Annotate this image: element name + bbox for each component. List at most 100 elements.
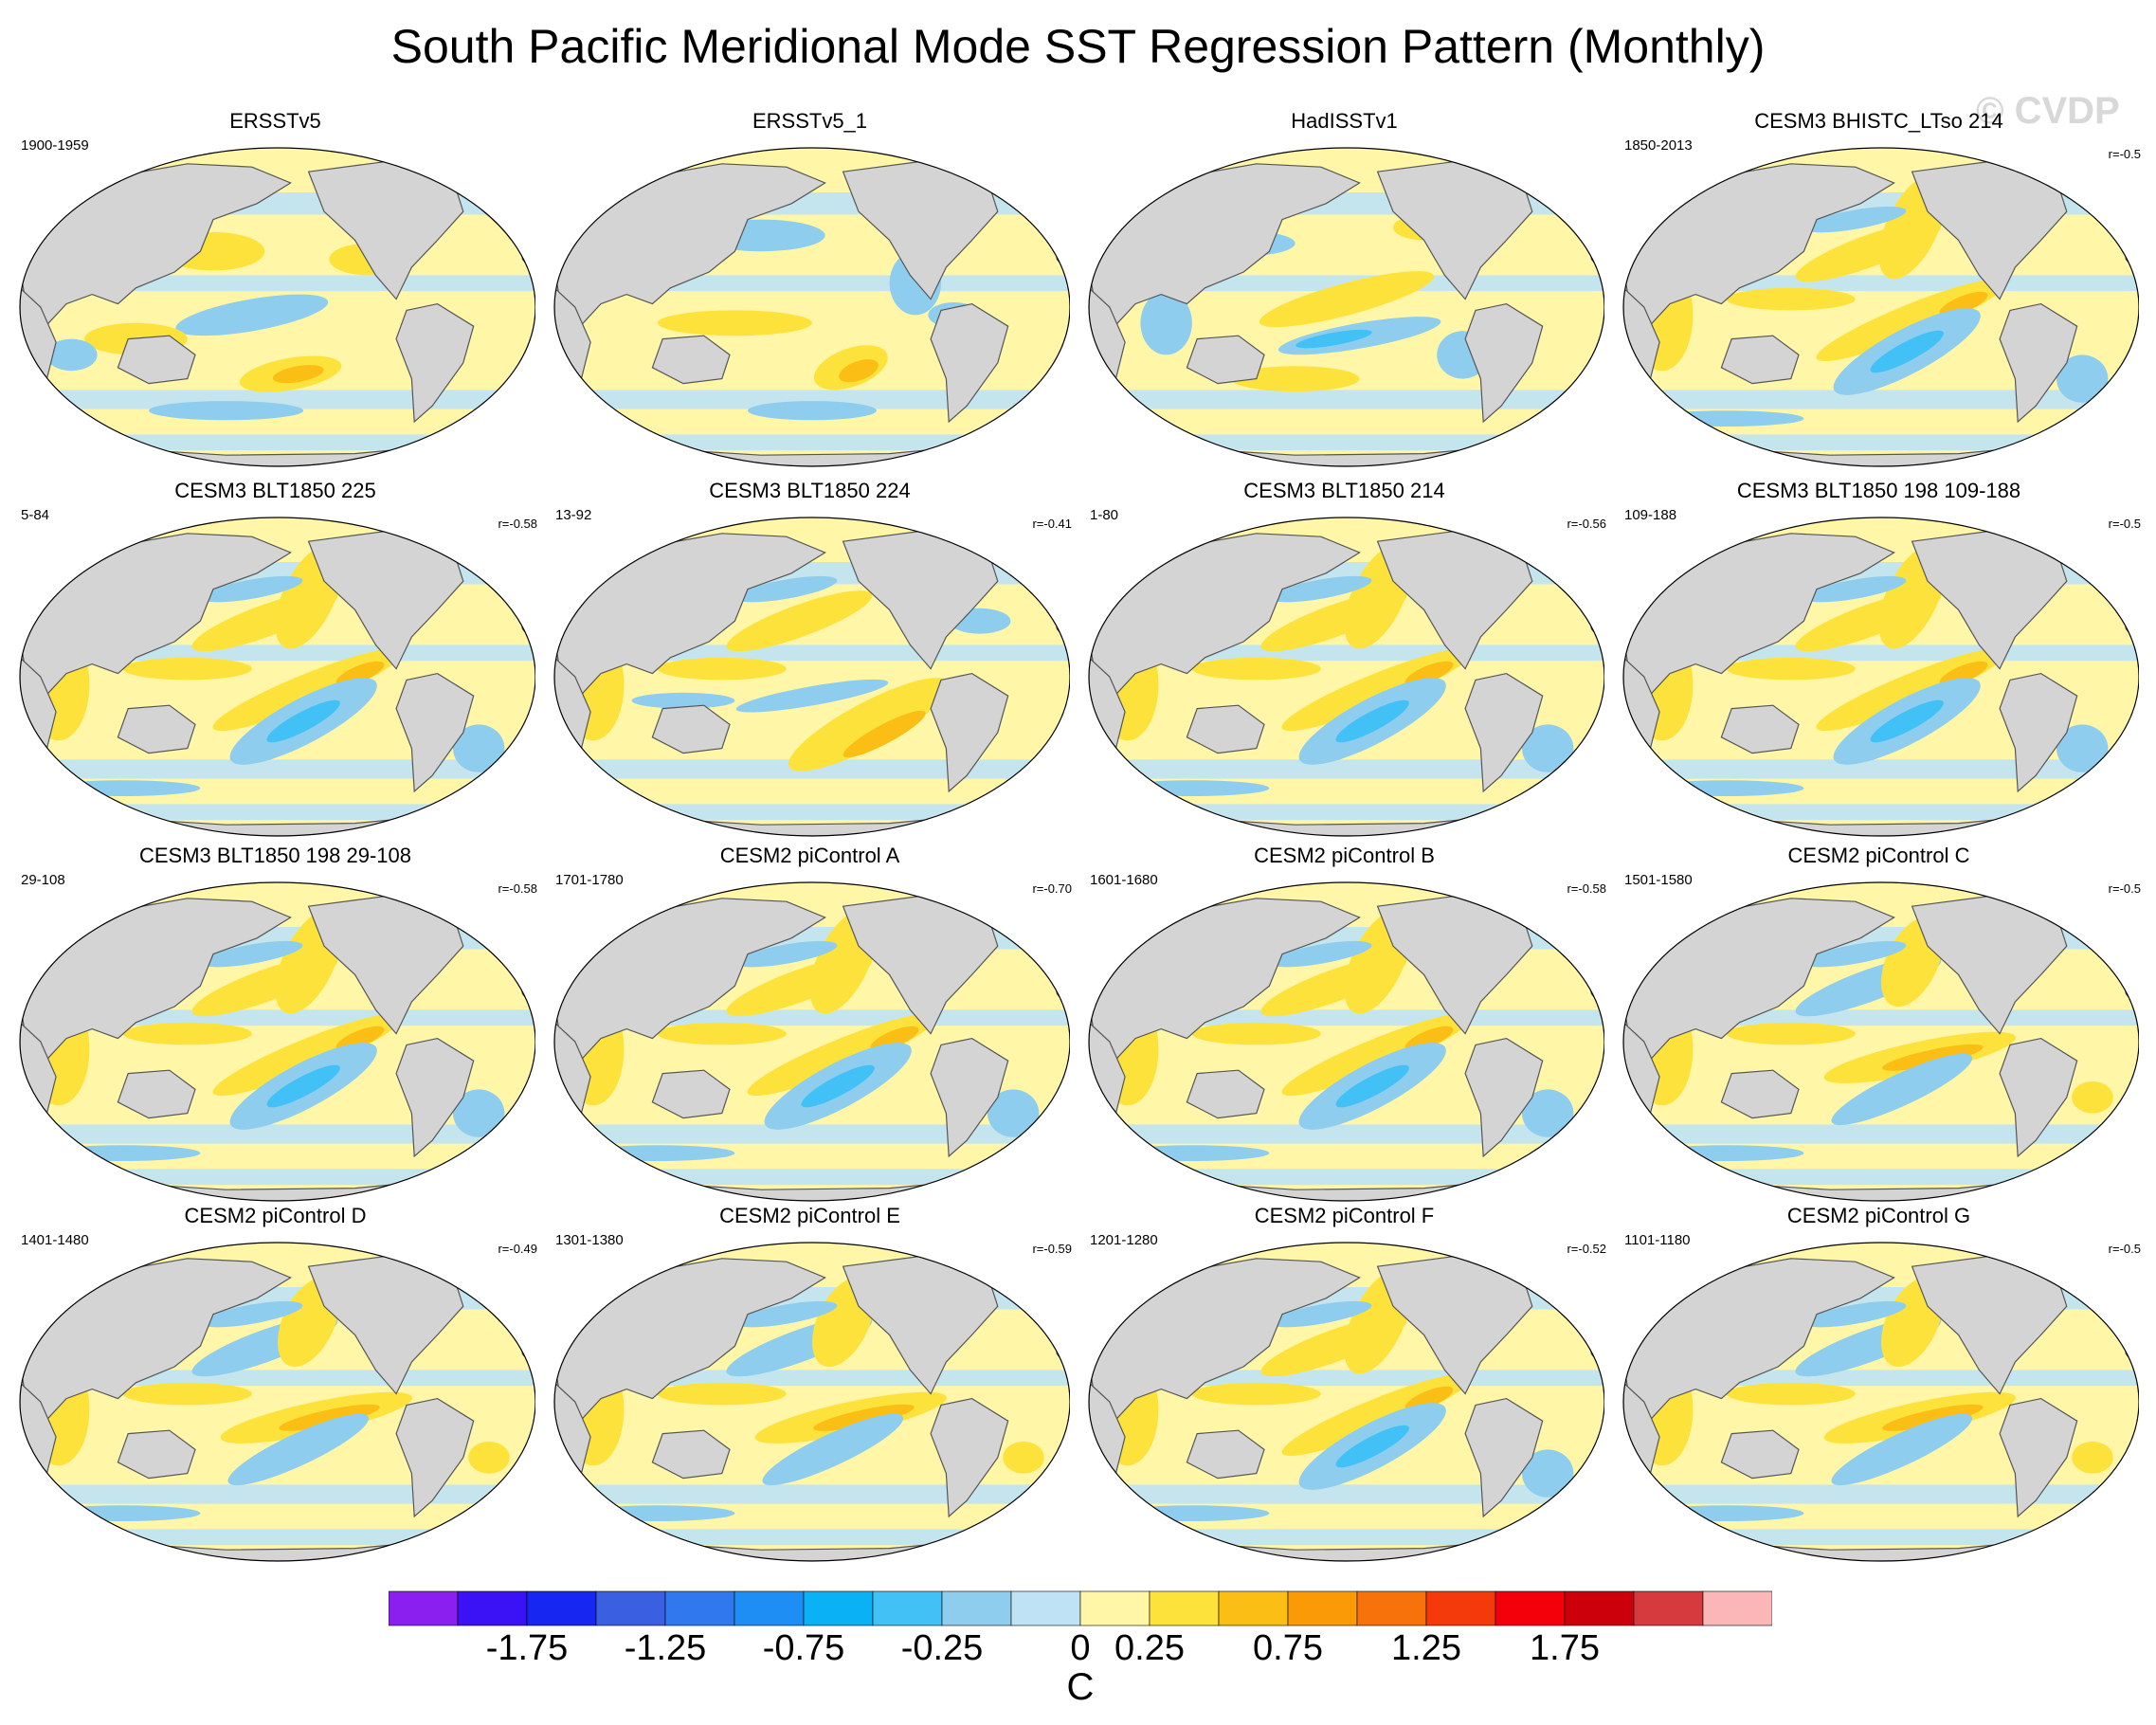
anomaly-region xyxy=(45,1505,201,1521)
anomaly-region xyxy=(1191,1022,1321,1045)
panel-pattern-correlation: r=-0.5 xyxy=(2108,1242,2141,1256)
colorbar-units: C xyxy=(1066,1666,1095,1708)
map-outline xyxy=(1088,1242,1604,1562)
land-australia xyxy=(117,335,196,385)
anomaly-region xyxy=(657,657,787,681)
panel-title: ERSSTv5 xyxy=(229,109,321,133)
anomaly-region xyxy=(1114,1505,1270,1521)
anomaly-region xyxy=(1726,1022,1856,1045)
panel-pattern-correlation: r=-0.5 xyxy=(2108,147,2141,161)
anomaly-region xyxy=(1259,271,1435,328)
land-samerica xyxy=(930,1037,1009,1158)
anomaly-band xyxy=(20,390,535,409)
anomaly-region xyxy=(735,679,889,713)
anomaly-region xyxy=(1804,575,1907,603)
anomaly-band xyxy=(1089,390,1604,409)
map-panel: CESM2 piControl B 1601-1680 r=-0.58 xyxy=(1077,844,1612,1213)
map-panel: HadISSTv1 xyxy=(1077,109,1612,479)
panel-pattern-correlation: r=-0.52 xyxy=(1567,1242,1606,1256)
anomaly-region xyxy=(842,710,926,758)
panel-years: 5-84 xyxy=(21,507,50,523)
anomaly-band xyxy=(20,1484,535,1504)
anomaly-region xyxy=(1270,1300,1372,1328)
anomaly-band xyxy=(1089,1529,1604,1546)
panel-years: 1900-1959 xyxy=(21,137,89,154)
anomaly-band xyxy=(554,390,1070,409)
anomaly-region xyxy=(1831,1413,1973,1486)
panel-title: CESM3 BLT1850 214 xyxy=(1243,479,1445,502)
map-outline xyxy=(1088,147,1604,467)
anomaly-band xyxy=(1089,804,1604,821)
colorbar-swatch xyxy=(1149,1590,1220,1626)
panel-title: CESM2 piControl E xyxy=(719,1204,900,1227)
sst-map xyxy=(1622,517,2139,837)
map-outline xyxy=(1622,517,2139,837)
map-panel: CESM3 BLT1850 214 1-80 r=-0.56 xyxy=(1077,479,1612,848)
map-panel: CESM3 BHISTC_LTso 214 1850-2013 r=-0.5 xyxy=(1611,109,2147,479)
panel-pattern-correlation: r=-0.59 xyxy=(1032,1242,1072,1256)
map-outline xyxy=(19,1242,535,1562)
anomaly-region xyxy=(453,724,505,772)
anomaly-region xyxy=(1404,661,1454,686)
anomaly-region xyxy=(1870,330,1944,373)
sst-map xyxy=(1088,517,1604,837)
anomaly-band xyxy=(1623,434,2139,451)
anomaly-region xyxy=(870,1026,919,1051)
anomaly-region xyxy=(726,590,873,652)
sst-map xyxy=(1088,147,1604,467)
anomaly-band xyxy=(1623,1169,2139,1186)
land-australia xyxy=(651,335,731,385)
anomaly-band xyxy=(1623,804,2139,821)
panel-years: 1401-1480 xyxy=(21,1232,89,1248)
anomaly-region xyxy=(580,1505,735,1521)
colorbar-swatch xyxy=(1010,1590,1081,1626)
sst-map xyxy=(1622,147,2139,467)
sst-map xyxy=(1622,1242,2139,1562)
map-outline xyxy=(1622,881,2139,1202)
anomaly-region xyxy=(1335,1064,1409,1108)
anomaly-region xyxy=(631,692,735,709)
anomaly-region xyxy=(2072,1081,2113,1114)
land-australia xyxy=(1720,1069,1800,1119)
anomaly-region xyxy=(201,940,303,968)
panel-years: 109-188 xyxy=(1624,507,1677,523)
panel-title: CESM2 piControl B xyxy=(1254,844,1435,867)
sst-map xyxy=(19,881,535,1202)
anomaly-region xyxy=(1831,1053,1973,1126)
anomaly-region xyxy=(657,310,812,336)
colorbar-swatch xyxy=(526,1590,597,1626)
colorbar-tick-label: -1.25 xyxy=(624,1628,707,1668)
anomaly-region xyxy=(1191,657,1321,681)
land-samerica xyxy=(1464,302,1544,424)
map-outline xyxy=(553,147,1070,467)
anomaly-band xyxy=(1623,1529,2139,1546)
map-outline xyxy=(553,1242,1070,1562)
land-australia xyxy=(117,1069,196,1119)
colorbar-swatch xyxy=(1079,1590,1150,1626)
sst-map xyxy=(553,1242,1070,1562)
panel-years: 1101-1180 xyxy=(1624,1232,1691,1248)
land-samerica xyxy=(1999,672,2078,793)
land-australia xyxy=(1186,1429,1265,1480)
anomaly-band xyxy=(554,1484,1070,1504)
anomaly-region xyxy=(1335,1425,1409,1468)
sst-map xyxy=(1622,881,2139,1202)
panel-pattern-correlation: r=-0.5 xyxy=(2108,517,2141,531)
anomaly-band xyxy=(1623,1484,2139,1504)
colorbar-tick-label: 0.25 xyxy=(1114,1628,1185,1668)
anomaly-band xyxy=(1089,1169,1604,1186)
anomaly-region xyxy=(1522,724,1574,772)
anomaly-band xyxy=(20,759,535,779)
map-panel: CESM3 BLT1850 224 13-92 r=-0.41 xyxy=(542,479,1078,848)
colorbar-swatch xyxy=(941,1590,1012,1626)
land-australia xyxy=(1720,1429,1800,1480)
panel-years: 1-80 xyxy=(1090,507,1119,523)
anomaly-region xyxy=(1804,206,1907,233)
panel-title: CESM3 BLT1850 198 29-108 xyxy=(139,844,411,867)
panel-years: 1301-1380 xyxy=(555,1232,624,1248)
anomaly-region xyxy=(266,699,340,743)
land-australia xyxy=(1186,704,1265,754)
colorbar-swatch xyxy=(1218,1590,1289,1626)
anomaly-region xyxy=(266,1064,340,1108)
land-samerica xyxy=(395,1037,475,1158)
